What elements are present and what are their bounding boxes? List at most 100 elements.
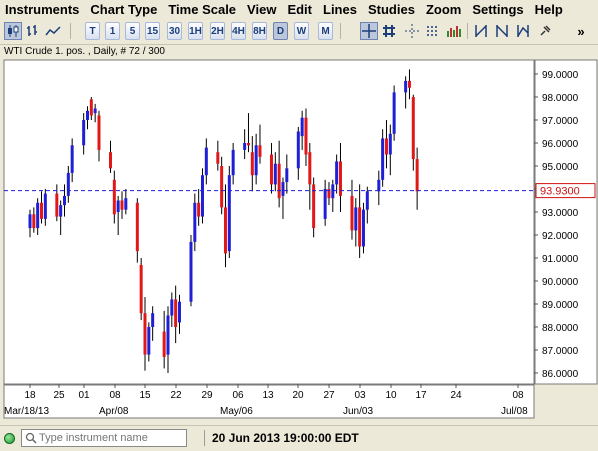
- candle-down: [246, 143, 250, 146]
- menu-time-scale[interactable]: Time Scale: [168, 2, 237, 17]
- timeframe-1-button[interactable]: 1: [105, 22, 120, 40]
- menu-instruments[interactable]: Instruments: [5, 2, 80, 17]
- candle-up: [189, 241, 193, 302]
- date-axis: [3, 384, 535, 419]
- candle-up: [93, 108, 97, 114]
- bar-chart-icon[interactable]: [24, 22, 42, 40]
- timeframe-w-button[interactable]: W: [294, 22, 309, 40]
- candle-up: [392, 92, 396, 134]
- candle-down: [277, 163, 281, 199]
- price-tick-label: 90.0000: [542, 277, 579, 288]
- trendline-tool-2-icon[interactable]: [493, 22, 511, 40]
- timeframe-30-button[interactable]: 30: [167, 22, 182, 40]
- candle-up: [166, 315, 170, 355]
- price-tick-label: 98.0000: [542, 93, 579, 104]
- candle-down: [415, 159, 419, 192]
- timeframe-2h-button[interactable]: 2H: [210, 22, 225, 40]
- candle-up: [388, 133, 392, 155]
- candle-down: [327, 189, 331, 199]
- chart-area[interactable]: 99.000098.000097.000096.000095.000094.00…: [0, 44, 598, 419]
- candle-down: [250, 152, 254, 176]
- date-month-label: May/06: [220, 406, 253, 417]
- timeframe-1h-button[interactable]: 1H: [188, 22, 203, 40]
- price-tick-label: 87.0000: [542, 346, 579, 357]
- volume-bars-icon[interactable]: [445, 22, 463, 40]
- candle-up: [85, 110, 89, 120]
- menu-bar: Instruments Chart Type Time Scale View E…: [0, 0, 598, 19]
- date-month-label: Mar/18/13: [4, 406, 49, 417]
- candle-down: [120, 200, 124, 210]
- price-tick-label: 91.0000: [542, 254, 579, 265]
- candle-down: [174, 299, 178, 327]
- date-day-label: 15: [139, 390, 151, 401]
- connection-status-icon: [4, 433, 15, 444]
- pin-tool-icon[interactable]: [537, 22, 553, 40]
- date-day-label: 29: [201, 390, 213, 401]
- price-tick-label: 86.0000: [542, 369, 579, 380]
- candlestick-chart[interactable]: 99.000098.000097.000096.000095.000094.00…: [0, 44, 598, 419]
- timeframe-8h-button[interactable]: 8H: [252, 22, 267, 40]
- dot-grid-icon[interactable]: [424, 22, 440, 40]
- candle-down: [143, 313, 147, 355]
- toolbar-separator: [467, 23, 468, 39]
- menu-chart-type[interactable]: Chart Type: [90, 2, 158, 17]
- line-chart-icon[interactable]: [44, 22, 62, 40]
- menu-zoom[interactable]: Zoom: [425, 2, 462, 17]
- menu-edit[interactable]: Edit: [287, 2, 312, 17]
- date-day-label: 24: [450, 390, 462, 401]
- timeframe-5-button[interactable]: 5: [125, 22, 140, 40]
- candle-down: [55, 193, 59, 217]
- timeframe-d-button[interactable]: D: [273, 22, 288, 40]
- menu-view[interactable]: View: [247, 2, 277, 17]
- date-day-label: 25: [53, 390, 65, 401]
- candle-up: [335, 161, 339, 185]
- candle-down: [89, 99, 93, 116]
- status-bar: 20 Jun 2013 19:00:00 EDT: [0, 425, 598, 451]
- date-month-label: Jul/08: [501, 406, 528, 417]
- trendline-tool-3-icon[interactable]: [514, 22, 532, 40]
- candle-up: [43, 193, 47, 219]
- instrument-search-input[interactable]: [39, 430, 185, 446]
- candle-down: [308, 152, 312, 185]
- menu-lines[interactable]: Lines: [323, 2, 357, 17]
- toolbar-overflow-button[interactable]: »: [577, 23, 585, 39]
- candle-down: [304, 117, 308, 155]
- menu-help[interactable]: Help: [534, 2, 563, 17]
- instrument-search-box[interactable]: [21, 429, 187, 447]
- menu-settings[interactable]: Settings: [472, 2, 524, 17]
- candle-up: [381, 138, 385, 180]
- candle-up: [300, 117, 304, 137]
- candle-up: [170, 299, 174, 316]
- candle-up: [66, 172, 70, 196]
- candle-up: [404, 80, 408, 93]
- price-tick-label: 92.0000: [542, 231, 579, 242]
- crosshair-icon[interactable]: [360, 22, 378, 40]
- candle-down: [97, 115, 101, 150]
- timeframe-t-button[interactable]: T: [85, 22, 100, 40]
- candle-up: [331, 184, 335, 199]
- candle-up: [193, 202, 197, 242]
- search-icon: [25, 432, 37, 444]
- candle-down: [411, 97, 415, 160]
- timeframe-4h-button[interactable]: 4H: [231, 22, 246, 40]
- candle-up: [365, 191, 369, 210]
- grid-icon[interactable]: [380, 22, 398, 40]
- price-tick-label: 95.0000: [542, 162, 579, 173]
- candlestick-chart-icon[interactable]: [4, 22, 22, 40]
- menu-studies[interactable]: Studies: [367, 2, 415, 17]
- candle-down: [108, 152, 112, 169]
- dashed-cursor-icon[interactable]: [404, 22, 420, 40]
- candle-up: [124, 198, 128, 210]
- candle-down: [407, 80, 411, 88]
- candle-up: [254, 145, 258, 176]
- trendline-tool-1-icon[interactable]: [472, 22, 490, 40]
- timeframe-m-button[interactable]: M: [318, 22, 333, 40]
- candle-down: [135, 202, 139, 252]
- candle-down: [39, 202, 43, 219]
- candle-up: [231, 149, 235, 176]
- candle-up: [28, 214, 32, 229]
- date-day-label: 20: [292, 390, 304, 401]
- candle-up: [273, 163, 277, 185]
- date-day-label: 03: [354, 390, 366, 401]
- timeframe-15-button[interactable]: 15: [145, 22, 160, 40]
